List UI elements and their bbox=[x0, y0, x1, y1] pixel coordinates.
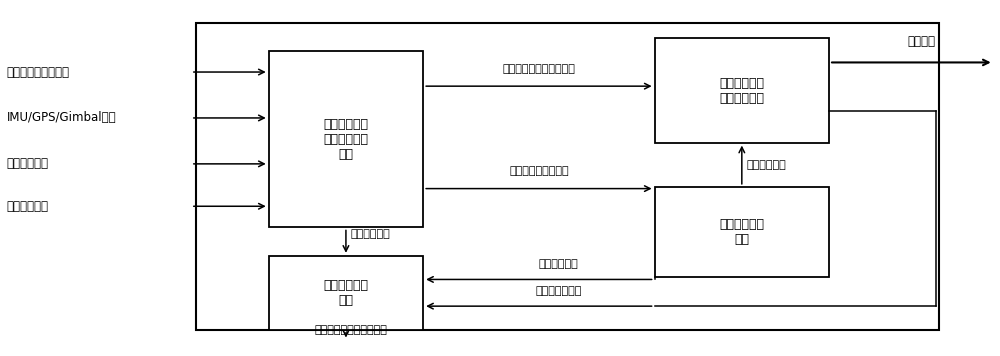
Text: 运动补偿数据: 运动补偿数据 bbox=[539, 259, 579, 269]
Text: 雷达回波数据: 雷达回波数据 bbox=[6, 200, 48, 213]
Bar bbox=[655, 187, 829, 277]
Text: 外部控制指令: 外部控制指令 bbox=[6, 157, 48, 171]
Text: IMU/GPS/Gimbal数据: IMU/GPS/Gimbal数据 bbox=[6, 111, 116, 125]
Text: 系统各分机状态参数: 系统各分机状态参数 bbox=[6, 66, 69, 79]
Bar bbox=[196, 22, 939, 330]
Bar bbox=[655, 38, 829, 143]
Text: 雷达信息与数
据一体化采集
单元: 雷达信息与数 据一体化采集 单元 bbox=[323, 117, 368, 161]
Text: 实时成像处理
单元: 实时成像处理 单元 bbox=[323, 279, 368, 307]
Bar bbox=[269, 256, 423, 330]
Text: 姿态、位置测量参数: 姿态、位置测量参数 bbox=[509, 166, 569, 176]
Text: 系统控制: 系统控制 bbox=[907, 35, 935, 48]
Text: 实时图像数据与处理结果: 实时图像数据与处理结果 bbox=[314, 325, 387, 335]
Text: 系统监测、控
制与管理单元: 系统监测、控 制与管理单元 bbox=[719, 77, 764, 105]
Text: 运动补偿计算
单元: 运动补偿计算 单元 bbox=[719, 218, 764, 246]
Text: 系统状态参数、控制指令: 系统状态参数、控制指令 bbox=[502, 64, 575, 74]
Text: 回波采集数据: 回波采集数据 bbox=[351, 230, 391, 240]
Text: 系统模式与参数: 系统模式与参数 bbox=[536, 286, 582, 295]
Text: 运动补偿数据: 运动补偿数据 bbox=[747, 160, 787, 170]
Bar bbox=[269, 51, 423, 227]
